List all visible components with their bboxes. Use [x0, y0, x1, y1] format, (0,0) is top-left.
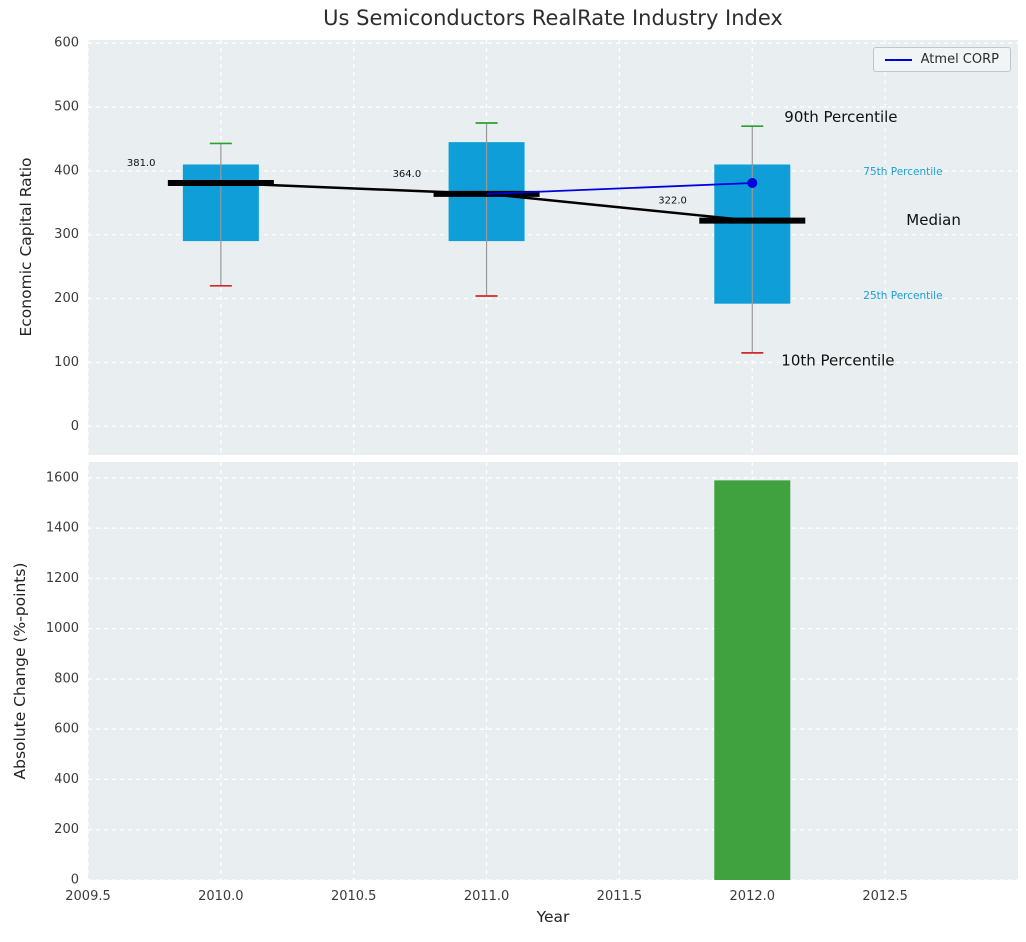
- chart-title: Us Semiconductors RealRate Industry Inde…: [323, 6, 783, 30]
- legend: Atmel CORP: [872, 47, 1011, 72]
- top-panel-y-tick-label: 500: [54, 100, 79, 115]
- x-tick-label: 2011.0: [464, 889, 510, 904]
- top-panel-y-tick-label: 100: [54, 355, 79, 370]
- annotation-25th-percentile: 25th Percentile: [863, 290, 942, 302]
- bottom-panel-y-tick-label: 400: [54, 772, 79, 787]
- company-point: [747, 178, 758, 189]
- y-axis-label-bottom: Absolute Change (%-points): [11, 562, 29, 780]
- median-value-label-2012: 322.0: [658, 196, 687, 207]
- bottom-panel-y-tick-label: 200: [54, 822, 79, 837]
- x-tick-label: 2012.5: [862, 889, 908, 904]
- x-tick-label: 2009.5: [65, 889, 111, 904]
- bottom-panel-y-tick-label: 0: [71, 873, 79, 888]
- bottom-panel-y-tick-label: 1600: [46, 470, 79, 485]
- bottom-panel-y-tick-label: 800: [54, 671, 79, 686]
- bottom-panel-y-tick-label: 1400: [46, 521, 79, 536]
- x-axis-label: Year: [536, 908, 570, 926]
- bottom-panel-y-tick-label: 600: [54, 722, 79, 737]
- x-tick-label: 2010.5: [331, 889, 377, 904]
- annotation-median: Median: [906, 211, 961, 229]
- median-value-label-2010: 381.0: [127, 158, 156, 169]
- y-axis-label-top: Economic Capital Ratio: [17, 157, 35, 337]
- top-panel-y-tick-label: 600: [54, 36, 79, 51]
- annotation-75th-percentile: 75th Percentile: [863, 166, 942, 178]
- top-panel-y-tick-label: 300: [54, 227, 79, 242]
- legend-label: Atmel CORP: [920, 52, 999, 67]
- x-tick-label: 2010.0: [198, 889, 244, 904]
- top-panel-background: [88, 40, 1018, 455]
- legend-line-icon: [884, 58, 912, 61]
- top-panel-y-tick-label: 0: [71, 419, 79, 434]
- x-tick-label: 2011.5: [597, 889, 643, 904]
- annotation-10th-percentile: 10th Percentile: [781, 352, 894, 370]
- company-line: [486, 182, 753, 195]
- x-tick-label: 2012.0: [730, 889, 776, 904]
- top-panel-y-tick-label: 400: [54, 163, 79, 178]
- annotation-90th-percentile: 90th Percentile: [784, 108, 897, 126]
- top-panel-y-tick-label: 200: [54, 291, 79, 306]
- bottom-panel-background: [88, 462, 1018, 880]
- bottom-panel-y-tick-label: 1200: [46, 571, 79, 586]
- median-value-label-2011: 364.0: [393, 169, 422, 180]
- bar-2012: [714, 480, 791, 880]
- bottom-panel-y-tick-label: 1000: [46, 621, 79, 636]
